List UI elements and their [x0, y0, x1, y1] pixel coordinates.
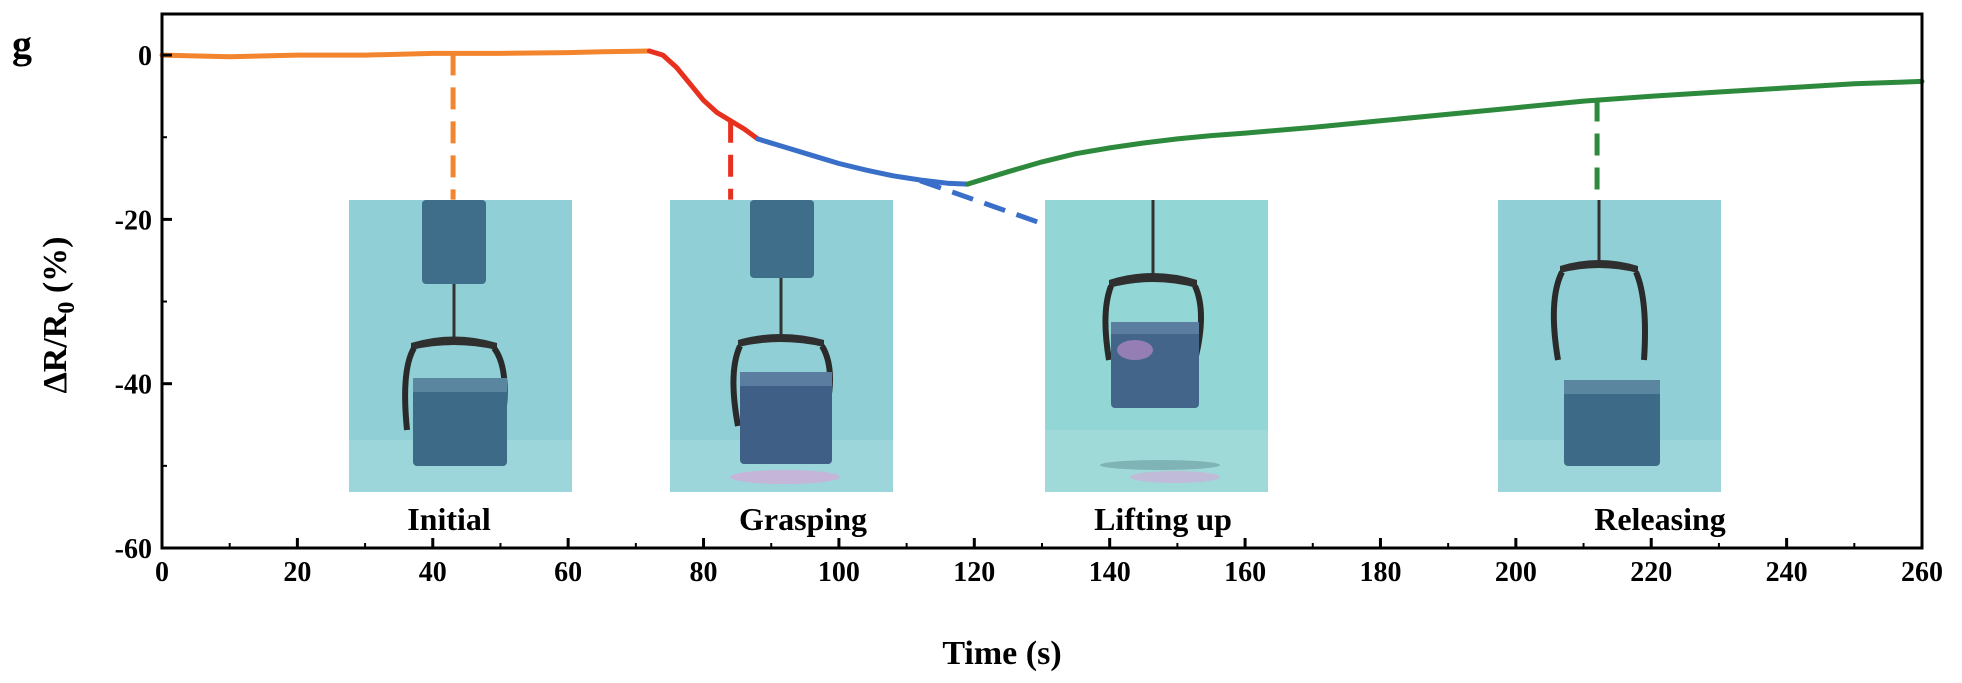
- inset-lifting: Lifting up: [1045, 200, 1268, 537]
- series-line-2: [755, 136, 970, 187]
- axes: 0 20 40 60 80 100 120 140 160 180 200 220 240 260 0 -20…: [115, 12, 1943, 588]
- y-tick-label: -20: [115, 205, 152, 236]
- plot-area: [159, 48, 1925, 187]
- y-tick-label: -60: [115, 534, 152, 565]
- inset-caption-grasping: Grasping: [739, 501, 867, 537]
- y-axis-title-subscript: 0: [54, 302, 80, 314]
- inset-initial: Initial: [349, 200, 572, 537]
- x-axis-title: Time (s): [942, 635, 1061, 672]
- x-tick-label: 220: [1630, 557, 1672, 588]
- gripper-lifting-sponge-photo: [1045, 200, 1268, 492]
- y-axis-title-main: ΔR/R: [37, 313, 74, 393]
- inset-photos: Initial Grasping: [349, 200, 1726, 537]
- inset-releasing: Releasing: [1498, 200, 1726, 537]
- inset-caption-releasing: Releasing: [1594, 501, 1726, 537]
- x-tick-label: 180: [1359, 557, 1401, 588]
- inset-grasping: Grasping: [670, 200, 893, 537]
- x-tick-label: 160: [1224, 557, 1266, 588]
- gripper-above-sponge-photo: [349, 200, 572, 492]
- y-tick-label: -40: [115, 370, 152, 401]
- inset-caption-lifting: Lifting up: [1094, 501, 1232, 537]
- x-tick-label: 60: [554, 557, 582, 588]
- series-line-0: [159, 48, 652, 60]
- x-tick-label: 240: [1766, 557, 1808, 588]
- x-tick-label: 100: [818, 557, 860, 588]
- x-tick-label: 80: [690, 557, 718, 588]
- series-line-1: [646, 48, 761, 142]
- series-line-3: [965, 78, 1925, 187]
- inset-caption-initial: Initial: [407, 501, 491, 537]
- y-axis-title-unit: (%): [37, 236, 74, 301]
- x-tick-label: 140: [1089, 557, 1131, 588]
- y-tick-label: 0: [138, 41, 152, 72]
- x-tick-label: 120: [953, 557, 995, 588]
- gripper-grasping-sponge-photo: [670, 200, 893, 492]
- panel-letter: g: [12, 22, 32, 67]
- x-tick-label: 260: [1901, 557, 1943, 588]
- gripper-released-sponge-photo: [1498, 200, 1721, 492]
- x-tick-label: 40: [419, 557, 447, 588]
- annotation-line-lifting-up: [919, 178, 1043, 226]
- x-tick-label: 200: [1495, 557, 1537, 588]
- annotation-lines: [450, 53, 1600, 226]
- y-axis-title: ΔR/R0 (%): [37, 236, 80, 393]
- x-tick-label: 20: [283, 557, 311, 588]
- x-tick-label: 0: [155, 557, 169, 588]
